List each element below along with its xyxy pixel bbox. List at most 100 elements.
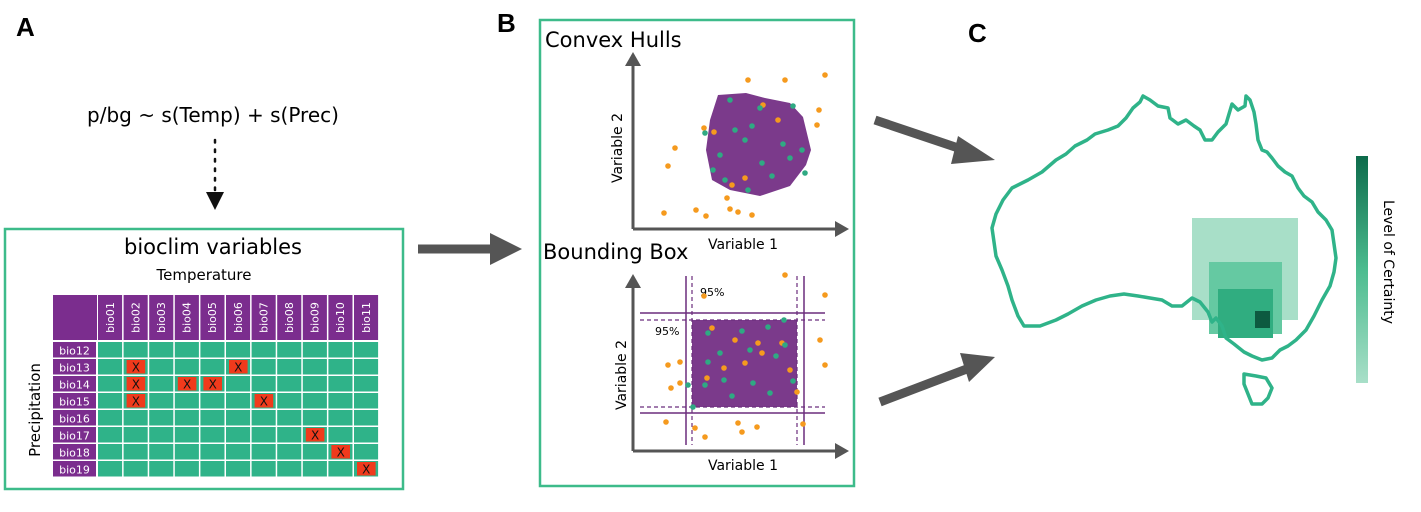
row-header	[53, 410, 96, 426]
arrow-right-icon	[951, 136, 995, 164]
background-point	[822, 362, 828, 368]
grid-cell	[354, 393, 379, 409]
temperature-label: Temperature	[155, 266, 251, 284]
background-point	[749, 212, 755, 218]
grid-cell	[354, 376, 379, 392]
presence-point	[782, 342, 788, 348]
grid-cell	[277, 444, 302, 460]
column-header	[174, 295, 199, 340]
presence-point	[702, 382, 708, 388]
bbox-xlabel: Variable 1	[708, 458, 778, 474]
presence-point	[732, 127, 738, 133]
grid-cell	[354, 410, 379, 426]
percent-left-label: 95%	[655, 325, 679, 338]
row-header	[53, 444, 96, 460]
row-header	[53, 461, 96, 477]
bounding-box-title: Bounding Box	[543, 240, 688, 264]
tasmania-outline	[1242, 372, 1274, 406]
background-point	[724, 195, 730, 201]
grid-cell	[277, 359, 302, 375]
column-header	[149, 295, 174, 340]
grid-cell	[328, 393, 353, 409]
grid-cell	[226, 376, 251, 392]
background-point	[661, 210, 667, 216]
background-point	[782, 272, 788, 278]
column-header-label: bio03	[155, 302, 168, 333]
column-header-label: bio09	[309, 302, 322, 333]
grid-cell	[251, 444, 276, 460]
convex-hull-polygon	[706, 93, 811, 196]
grid-cell	[149, 444, 174, 460]
excluded-mark: X	[132, 378, 140, 392]
excluded-mark: X	[132, 361, 140, 375]
presence-point	[717, 350, 723, 356]
row-header	[53, 376, 96, 392]
grid-cell	[98, 359, 123, 375]
background-point	[739, 429, 745, 435]
excluded-cell	[203, 377, 222, 391]
excluded-cell	[331, 445, 350, 459]
column-header-label: bio07	[257, 302, 270, 333]
row-header-label: bio19	[59, 464, 90, 477]
grid-cell	[123, 427, 148, 443]
presence-point	[790, 378, 796, 384]
background-point	[794, 389, 800, 395]
excluded-cell	[126, 394, 146, 408]
bioclim-grid: bio01 bio02 bio03 bio04 bio05 bio06 bio07 bio08…	[53, 295, 379, 477]
y-axis-arrow-icon	[625, 52, 641, 66]
background-point	[704, 375, 710, 381]
excluded-mark: X	[337, 446, 345, 460]
grid-cell	[123, 444, 148, 460]
grid-cell	[302, 359, 327, 375]
grid-cell	[354, 427, 379, 443]
excluded-mark: X	[234, 361, 242, 375]
panel-a-letter: A	[16, 12, 35, 42]
grid-cell	[200, 427, 225, 443]
grid-cell	[123, 410, 148, 426]
grid-cell	[200, 461, 225, 477]
background-point	[729, 182, 735, 188]
column-header	[200, 295, 225, 340]
grid-cell	[174, 393, 199, 409]
background-point	[754, 424, 760, 430]
panel-b-box	[538, 18, 856, 488]
background-point	[817, 337, 823, 343]
grid-cell	[174, 444, 199, 460]
grid-cell	[251, 427, 276, 443]
background-point	[822, 292, 828, 298]
excluded-cell	[229, 360, 248, 374]
background-point	[800, 421, 806, 427]
presence-point	[729, 393, 735, 399]
grid-cell	[98, 393, 123, 409]
grid-cell	[277, 376, 302, 392]
grid-cell	[302, 342, 327, 358]
background-point	[665, 362, 671, 368]
grid-cell	[277, 461, 302, 477]
presence-point	[799, 147, 805, 153]
background-point	[709, 325, 715, 331]
column-header-label: bio04	[181, 302, 194, 333]
column-header-label: bio01	[104, 302, 117, 333]
grid-cell	[174, 342, 199, 358]
grid-cell	[226, 444, 251, 460]
model-formula: p/bg ~ s(Temp) + s(Prec)	[87, 103, 339, 127]
presence-point	[757, 105, 763, 111]
presence-point	[750, 380, 756, 386]
grid-cell	[302, 393, 327, 409]
grid-cell	[174, 461, 199, 477]
arrow-down-icon	[206, 192, 224, 210]
background-point	[711, 129, 717, 135]
grid-cell	[149, 359, 174, 375]
arrow-right-icon	[490, 233, 522, 265]
column-header-label: bio08	[283, 302, 296, 333]
grid-cell	[200, 410, 225, 426]
grid-cell	[149, 376, 174, 392]
grid-cell	[174, 359, 199, 375]
background-point	[735, 420, 741, 426]
excluded-cell	[177, 377, 197, 391]
column-header	[354, 295, 379, 340]
row-header-label: bio18	[59, 447, 90, 460]
grid-cell	[302, 461, 327, 477]
row-header-label: bio12	[59, 345, 90, 358]
